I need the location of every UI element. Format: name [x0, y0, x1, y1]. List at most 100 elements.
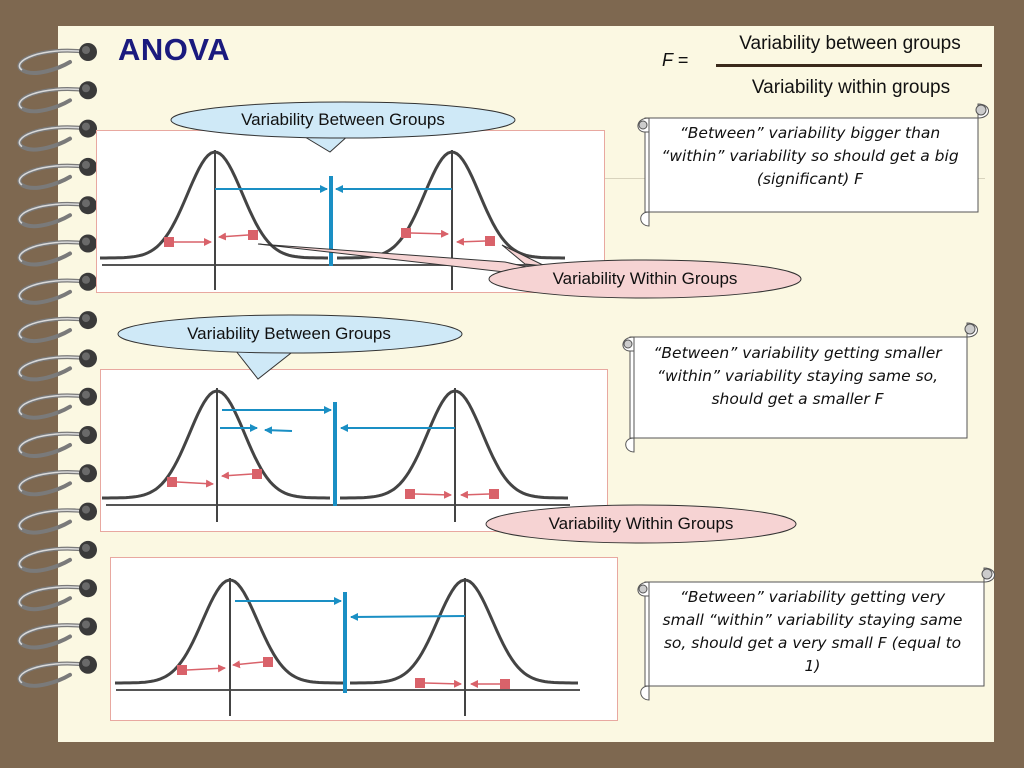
between-arrow — [350, 612, 466, 621]
spiral-wire-highlight — [18, 356, 89, 378]
page-title: ANOVA — [118, 32, 231, 67]
callout-between-1-label: Variability Between Groups — [241, 110, 445, 129]
spiral-wire-highlight — [18, 509, 89, 531]
within-arrow — [232, 660, 264, 669]
spiral-ring — [17, 617, 97, 650]
scroll-knob — [981, 568, 993, 580]
spiral-wire-highlight — [18, 586, 89, 607]
within-arrow — [218, 232, 249, 241]
spiral-wire-highlight — [18, 126, 89, 148]
binding-hole-shine — [82, 543, 90, 552]
callout-within-2-label: Variability Within Groups — [548, 514, 734, 533]
binding-hole-shine — [82, 46, 90, 54]
note-3-text: “Between” variability getting very small… — [662, 588, 963, 675]
binding-hole-shine — [82, 658, 90, 667]
binding-hole-shine — [82, 582, 90, 591]
within-arrow — [424, 679, 462, 688]
within-marker — [500, 679, 510, 689]
binding-hole-shine — [82, 275, 90, 284]
callout-between-1 — [170, 101, 516, 153]
within-marker — [177, 665, 187, 675]
binding-hole-shine — [82, 390, 90, 399]
binding-hole-shine — [82, 505, 90, 514]
spiral-ring — [17, 579, 97, 612]
spiral-wire-highlight — [18, 624, 89, 646]
scroll-knob — [638, 584, 648, 594]
within-marker — [415, 678, 425, 688]
scroll-left-curl — [622, 336, 635, 453]
within-marker — [405, 489, 415, 499]
binding-hole-shine — [82, 199, 90, 208]
spiral-ring — [17, 311, 97, 344]
callout-between-2 — [117, 314, 463, 380]
formula-numerator: Variability between groups — [739, 33, 961, 54]
spiral-ring — [17, 464, 97, 497]
note-1-text: “Between” variability bigger than “withi… — [661, 124, 959, 188]
spiral-ring — [17, 540, 97, 573]
spiral-ring — [17, 426, 97, 458]
within-marker — [248, 230, 258, 240]
within-arrow — [460, 490, 490, 499]
within-arrow — [414, 490, 452, 499]
spiral-ring — [17, 119, 97, 152]
formula-denominator: Variability within groups — [751, 77, 951, 98]
scroll-left-curl — [637, 117, 650, 227]
spiral-ring — [17, 349, 97, 382]
spiral-wire-highlight — [18, 88, 89, 109]
spiral-wire-highlight — [18, 164, 89, 186]
binding-hole-shine — [82, 237, 90, 246]
within-marker — [164, 237, 174, 247]
within-arrow — [456, 237, 486, 246]
spiral-wire-highlight — [18, 394, 89, 416]
scroll-knob — [964, 323, 976, 335]
spiral-wire-highlight — [18, 241, 89, 263]
spiral-ring — [17, 81, 97, 114]
binding-hole-shine — [82, 314, 90, 323]
spiral-ring — [17, 234, 97, 267]
binding-hole-shine — [82, 467, 90, 476]
within-marker — [489, 489, 499, 499]
spiral-ring — [17, 655, 97, 688]
formula-fraction-bar — [716, 64, 982, 67]
within-arrow — [176, 479, 214, 488]
scroll-left-curl — [637, 581, 650, 701]
scroll-knob — [638, 120, 648, 130]
callout-within-1-label: Variability Within Groups — [552, 269, 738, 288]
within-arrow — [410, 229, 449, 238]
within-marker — [167, 477, 177, 487]
binding-hole-shine — [82, 429, 90, 437]
spiral-wire-highlight — [18, 318, 89, 339]
spiral-ring — [17, 43, 97, 75]
scroll-knob — [623, 339, 633, 349]
within-arrow — [186, 664, 226, 673]
callout-within-2 — [485, 504, 797, 544]
spiral-wire-highlight — [18, 662, 89, 684]
scroll-knob — [975, 104, 987, 116]
scroll-body — [644, 581, 985, 687]
callout-within-1 — [257, 243, 802, 299]
spiral-binding — [17, 43, 97, 688]
formula-lhs: F = — [662, 50, 689, 70]
spiral-wire-highlight — [18, 279, 89, 301]
within-arrow — [221, 471, 253, 480]
spiral-wire-highlight — [18, 433, 89, 454]
note-scroll-1 — [637, 103, 989, 227]
within-marker — [401, 228, 411, 238]
spiral-ring — [17, 502, 97, 535]
within-marker — [263, 657, 273, 667]
within-marker — [485, 236, 495, 246]
note-2-text: “Between” variability getting smaller “w… — [653, 344, 942, 408]
binding-hole-shine — [82, 160, 90, 169]
scroll-body — [644, 117, 979, 213]
callout-between-2-label: Variability Between Groups — [187, 324, 391, 343]
note-scroll-2 — [622, 322, 978, 453]
spiral-wire-highlight — [18, 471, 89, 492]
spiral-ring — [17, 272, 97, 305]
spiral-ring — [17, 157, 97, 190]
within-marker — [252, 469, 262, 479]
binding-hole-shine — [82, 620, 90, 629]
spiral-wire-highlight — [18, 547, 89, 569]
scroll-body — [629, 336, 968, 439]
spiral-ring — [17, 196, 97, 229]
